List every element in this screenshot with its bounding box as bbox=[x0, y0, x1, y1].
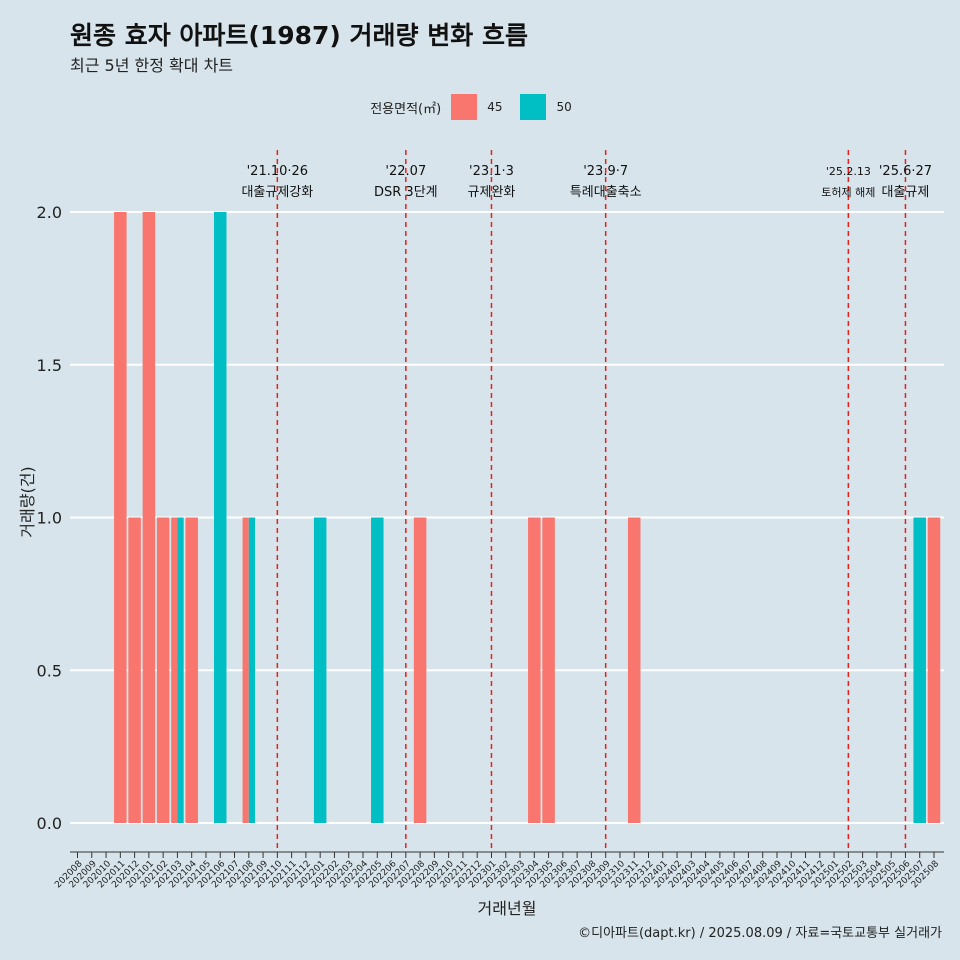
event-label: 대출규제강화 bbox=[241, 185, 313, 200]
event-label: 규제완화 bbox=[468, 185, 516, 200]
chart-title: 원종 효자 아파트(1987) 거래량 변화 흐름 bbox=[70, 21, 528, 50]
y-tick-label: 1.0 bbox=[37, 509, 62, 528]
bar-45-202208 bbox=[413, 517, 427, 823]
source-caption: ©디아파트(dapt.kr) / 2025.08.09 / 자료=국토교통부 실… bbox=[578, 926, 942, 941]
event-date: '22.07 bbox=[385, 164, 426, 179]
bar-45-202103 bbox=[171, 517, 178, 823]
legend-title: 전용면적(㎡) bbox=[370, 101, 442, 117]
bar-50-202108 bbox=[248, 517, 256, 823]
bar-45-202305 bbox=[542, 517, 555, 823]
bar-45-202011 bbox=[114, 212, 127, 823]
chart-subtitle: 최근 5년 한정 확대 차트 bbox=[70, 56, 234, 75]
event-date: '25.2.13 bbox=[826, 165, 871, 178]
bar-45-202508 bbox=[927, 517, 941, 823]
legend-swatch-45 bbox=[451, 94, 478, 120]
bar-45-202108 bbox=[242, 517, 249, 823]
event-date: '23.9·7 bbox=[583, 164, 628, 179]
y-axis-title: 거래량(건) bbox=[18, 466, 37, 537]
event-date: '25.6·27 bbox=[879, 164, 932, 179]
legend-label-50: 50 bbox=[556, 100, 572, 114]
event-label: 대출규제 bbox=[882, 185, 930, 200]
legend: 전용면적(㎡) 45 50 bbox=[0, 92, 960, 122]
bar-45-202102 bbox=[156, 517, 170, 823]
bar-45-202104 bbox=[185, 517, 198, 823]
legend-swatch-50 bbox=[520, 94, 547, 120]
bar-45-202101 bbox=[142, 212, 156, 823]
event-label: DSR 3단계 bbox=[374, 185, 438, 200]
x-axis-title: 거래년월 bbox=[478, 899, 537, 918]
bar-50-202106 bbox=[214, 212, 227, 823]
bar-50-202201 bbox=[313, 517, 327, 823]
bar-45-202304 bbox=[528, 517, 541, 823]
y-tick-label: 1.5 bbox=[37, 356, 62, 375]
bar-50-202507 bbox=[913, 517, 926, 823]
bar-50-202103 bbox=[177, 517, 184, 823]
event-label: 토허제 해제 bbox=[821, 185, 875, 199]
bar-45-202012 bbox=[128, 517, 141, 823]
y-tick-label: 0.5 bbox=[37, 661, 62, 680]
bar-45-202311 bbox=[627, 517, 641, 823]
bar-50-202205 bbox=[371, 517, 384, 823]
event-date: '23.1·3 bbox=[469, 164, 514, 179]
event-date: '21.10·26 bbox=[247, 164, 308, 179]
legend-label-45: 45 bbox=[487, 100, 503, 114]
event-label: 특례대출축소 bbox=[570, 185, 642, 200]
y-tick-label: 2.0 bbox=[37, 203, 62, 222]
y-tick-label: 0.0 bbox=[37, 814, 62, 833]
